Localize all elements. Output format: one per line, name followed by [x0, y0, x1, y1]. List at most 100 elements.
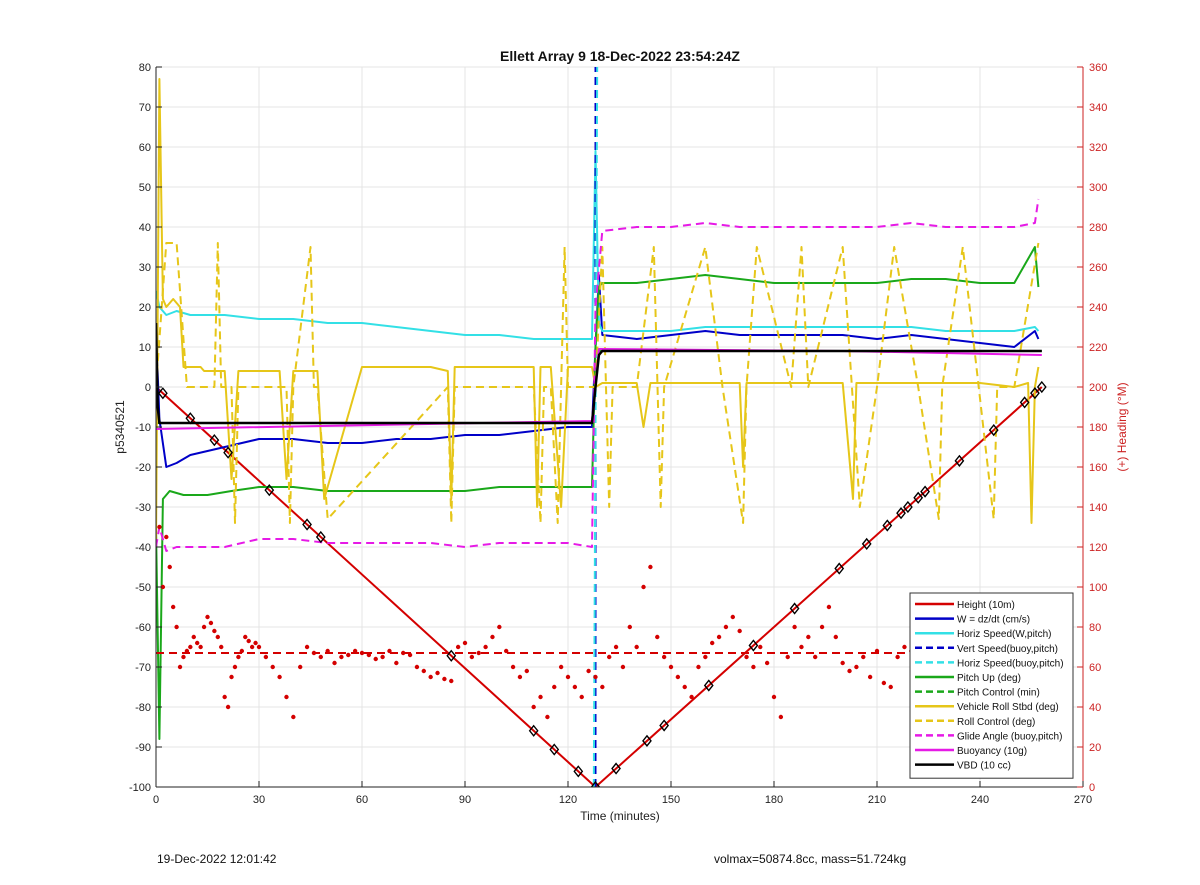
y-tick-label: 40 — [139, 222, 151, 234]
heading-point — [737, 628, 742, 634]
dive-marker — [264, 484, 275, 497]
heading-point — [497, 624, 502, 630]
dive-marker — [834, 562, 845, 575]
x-tick-label: 150 — [662, 794, 680, 806]
heading-point — [449, 678, 454, 684]
y-tick-label: 30 — [139, 262, 151, 274]
heading-point — [710, 640, 715, 646]
dive-marker — [882, 519, 893, 532]
y2-tick-label: 220 — [1089, 342, 1107, 354]
heading-point — [253, 640, 258, 646]
heading-point — [167, 564, 172, 570]
heading-point — [291, 714, 296, 720]
x-tick-label: 180 — [765, 794, 783, 806]
series-line — [156, 274, 1040, 468]
dive-marker — [157, 387, 168, 400]
x-tick-label: 90 — [459, 794, 471, 806]
heading-point — [510, 664, 516, 670]
heading-point — [641, 584, 646, 590]
heading-point — [634, 644, 639, 650]
y-tick-label: -80 — [135, 702, 151, 714]
dive-marker — [528, 724, 539, 737]
heading-point — [792, 624, 797, 630]
heading-point — [177, 664, 183, 670]
heading-point — [895, 654, 900, 660]
heading-point — [771, 694, 777, 700]
dive-marker — [896, 507, 906, 520]
heading-point — [758, 644, 763, 650]
heading-point — [613, 644, 619, 650]
dive-marker — [315, 530, 326, 544]
legend-label: Horiz Speed(buoy,pitch) — [957, 658, 1064, 669]
heading-point — [352, 648, 358, 654]
heading-point — [572, 684, 578, 690]
heading-point — [181, 654, 186, 660]
y2-tick-label: 320 — [1089, 142, 1107, 154]
heading-point — [600, 684, 605, 690]
heading-point — [668, 664, 674, 670]
chart-title: Ellett Array 9 18-Dec-2022 23:54:24Z — [500, 48, 740, 64]
heading-point — [826, 604, 832, 610]
heading-point — [188, 644, 193, 650]
heading-point — [620, 664, 626, 670]
legend-label: Pitch Control (min) — [957, 688, 1040, 699]
heading-point — [284, 694, 289, 700]
heading-point — [311, 650, 317, 656]
y-tick-label: 80 — [139, 62, 151, 74]
heading-point — [339, 654, 344, 660]
heading-point — [881, 680, 887, 686]
x-tick-label: 0 — [153, 794, 159, 806]
legend-label: Pitch Up (deg) — [957, 673, 1021, 684]
heading-point — [696, 664, 701, 670]
heading-point — [184, 648, 190, 654]
heading-point — [428, 674, 433, 680]
heading-point — [239, 648, 245, 654]
x-tick-label: 210 — [868, 794, 886, 806]
heading-point — [579, 694, 584, 700]
heading-point — [648, 564, 653, 570]
heading-point — [861, 654, 866, 660]
heading-point — [778, 714, 784, 720]
heading-point — [304, 644, 310, 650]
heading-point — [232, 664, 238, 670]
heading-point — [160, 584, 166, 590]
heading-point — [208, 620, 214, 626]
dive-marker — [659, 719, 670, 732]
heading-point — [256, 644, 262, 650]
y2-axis-label: (+) Heading (°M) — [1115, 382, 1129, 471]
dive-marker — [446, 649, 457, 662]
heading-point — [455, 644, 461, 650]
series-line — [156, 198, 1040, 552]
x-axis-label: Time (minutes) — [580, 809, 660, 823]
y2-tick-label: 120 — [1089, 542, 1107, 554]
heading-point — [682, 684, 687, 690]
heading-point — [380, 654, 385, 660]
heading-point — [538, 694, 543, 700]
heading-point — [435, 670, 440, 676]
heading-point — [813, 654, 818, 660]
x-tick-label: 270 — [1074, 794, 1092, 806]
heading-point — [195, 640, 200, 646]
heading-point — [847, 668, 852, 674]
dive-marker — [748, 639, 759, 652]
heading-point — [246, 638, 251, 644]
heading-point — [799, 644, 804, 650]
x-tick-label: 30 — [253, 794, 265, 806]
y-tick-label: -10 — [135, 422, 151, 434]
axes: 0 30 60 90 120 150 180 210 240 270-100-90-80-70-6… — [129, 62, 1107, 806]
x-tick-label: 60 — [356, 794, 368, 806]
series-line — [592, 67, 599, 787]
dive-marker — [703, 679, 714, 692]
legend-label: Vehicle Roll Stbd (deg) — [957, 702, 1059, 713]
footer-timestamp: 19-Dec-2022 12:01:42 — [157, 852, 277, 866]
heading-point — [170, 604, 176, 610]
y2-tick-label: 20 — [1089, 742, 1101, 754]
legend-label: VBD (10 cc) — [957, 761, 1011, 772]
heading-point — [442, 676, 447, 682]
legend: Height (10m) W = dz/dt (cm/s) Horiz Speed(… — [909, 592, 1074, 779]
heading-point — [263, 654, 269, 660]
heading-point — [201, 624, 207, 630]
legend-label: Horiz Speed(W,pitch) — [957, 629, 1051, 640]
y-tick-label: -40 — [135, 542, 151, 554]
